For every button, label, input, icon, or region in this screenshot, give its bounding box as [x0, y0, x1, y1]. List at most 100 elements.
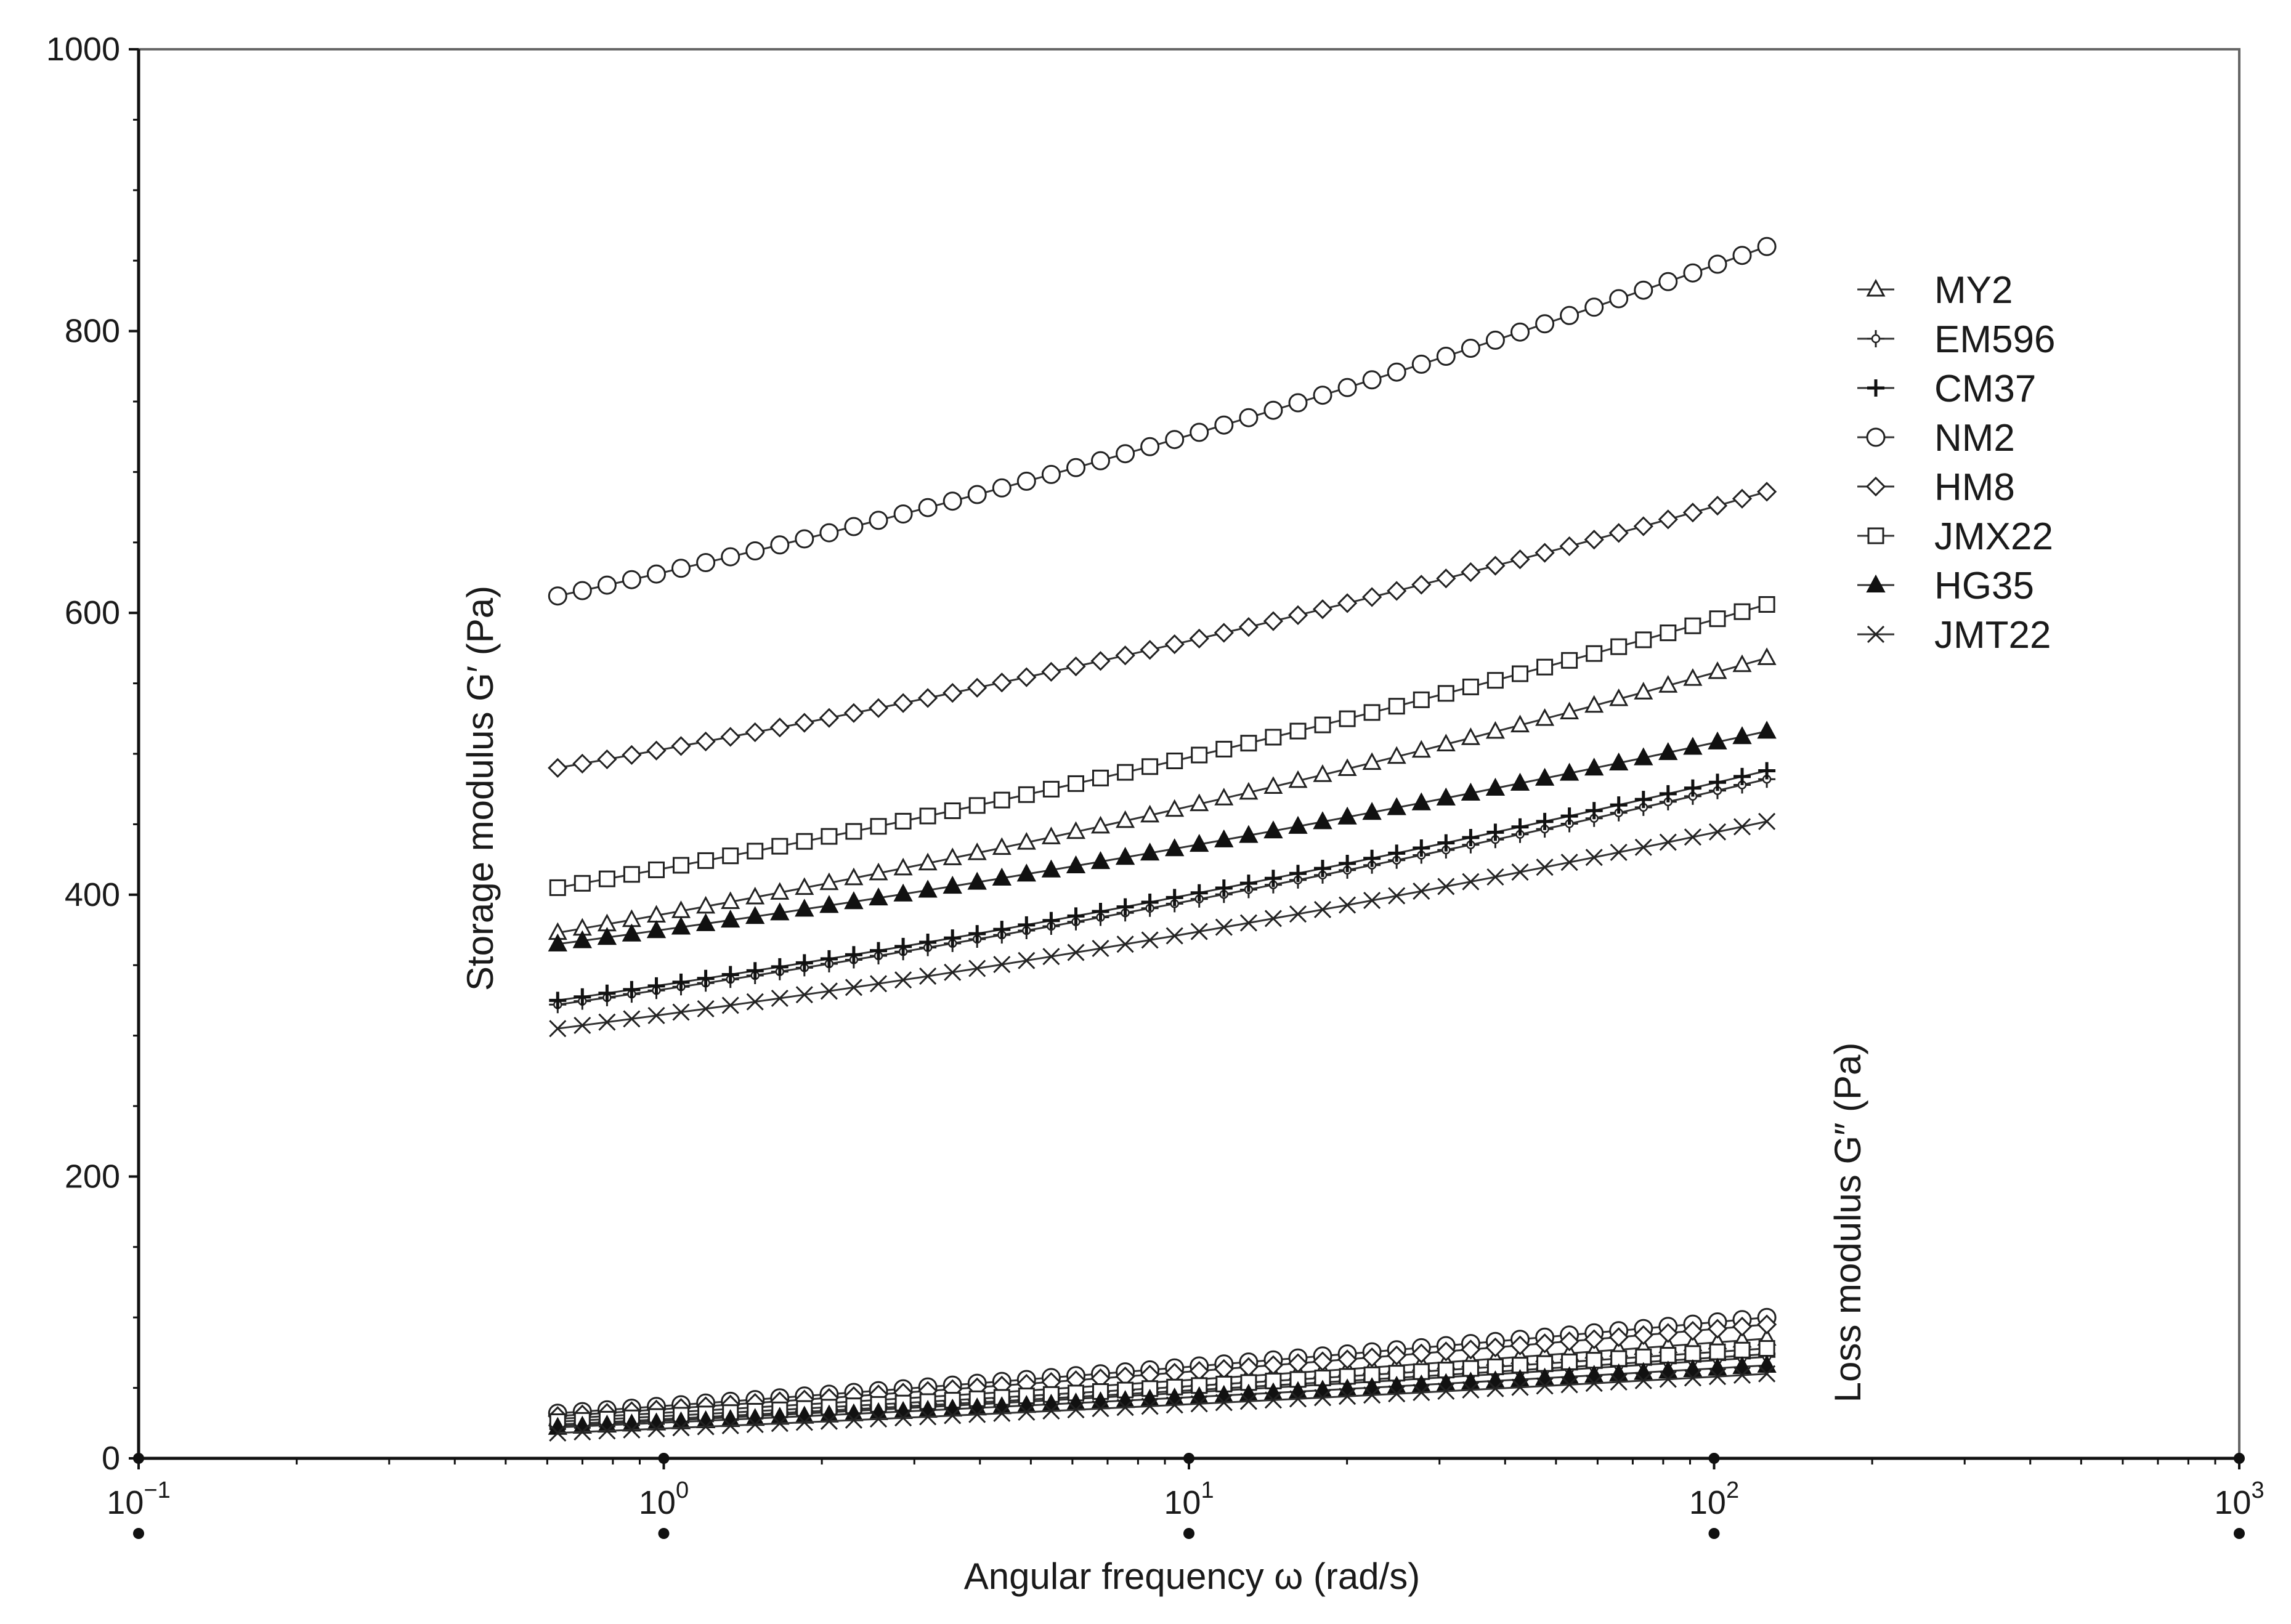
storage-point [597, 749, 617, 769]
y2-axis-title: Loss modulus G″ (Pa) [1827, 1043, 1868, 1403]
storage-point [1190, 629, 1209, 648]
storage-point [1560, 536, 1579, 556]
storage-point [722, 847, 739, 865]
legend-item: JMX22 [1857, 515, 2053, 558]
loss-point [1758, 1340, 1775, 1357]
x-major-dot [658, 1453, 670, 1464]
storage-point [770, 535, 790, 555]
storage-point [1758, 721, 1777, 739]
storage-point [1436, 568, 1456, 588]
storage-point [1585, 848, 1604, 867]
storage-point [1758, 596, 1775, 613]
storage-point [1437, 685, 1454, 702]
x-tick-dot [2234, 1528, 2245, 1539]
storage-point [943, 683, 962, 703]
storage-point [1068, 775, 1084, 792]
storage-point [1535, 314, 1555, 334]
storage-point [1215, 918, 1233, 937]
storage-point [1586, 645, 1603, 662]
x-axis-title: Angular frequency ω (rad/s) [964, 1556, 1421, 1597]
x-tick-label: 100 [639, 1477, 689, 1521]
storage-point [819, 523, 839, 543]
storage-point [673, 857, 689, 874]
storage-point [572, 754, 592, 774]
storage-point [1560, 853, 1579, 871]
legend-marker [1867, 575, 1885, 592]
storage-point [1708, 496, 1727, 515]
loss-point [1733, 1341, 1751, 1359]
series-jmt22 [548, 812, 1776, 1442]
legend-marker [1867, 280, 1885, 297]
storage-point [1117, 764, 1134, 781]
storage-point [918, 688, 938, 708]
storage-point [549, 879, 566, 896]
storage-point [918, 498, 938, 517]
storage-point [622, 745, 641, 765]
storage-point [1363, 704, 1381, 721]
legend-item: EM596 [1857, 318, 2055, 361]
storage-point [821, 828, 838, 845]
storage-point [1658, 509, 1678, 529]
legend-marker [1866, 477, 1886, 496]
storage-point [1758, 762, 1775, 780]
storage-point [1510, 549, 1530, 569]
storage-point [1485, 330, 1505, 350]
storage-point [1140, 437, 1160, 456]
storage-point [1338, 896, 1356, 915]
storage-point [1634, 280, 1653, 300]
storage-point [1485, 556, 1505, 576]
storage-point [1733, 603, 1751, 620]
storage-point [574, 875, 591, 892]
storage-point [1041, 464, 1061, 484]
legend-item: NM2 [1857, 417, 2015, 459]
storage-point [1190, 923, 1209, 941]
storage-point [648, 861, 665, 878]
storage-point [1239, 617, 1259, 637]
legend-label: HM8 [1934, 466, 2015, 509]
storage-point [1166, 753, 1183, 769]
storage-point [1584, 530, 1604, 549]
storage-point [1264, 909, 1283, 927]
storage-point [1486, 868, 1504, 886]
y-tick-label: 800 [65, 313, 120, 350]
storage-point [745, 722, 765, 742]
storage-point [1263, 400, 1283, 420]
storage-line [558, 656, 1767, 934]
y-tick-label: 600 [65, 594, 120, 631]
storage-point [944, 802, 961, 819]
loss-line [558, 1347, 1767, 1423]
loss-line [558, 1338, 1767, 1420]
storage-point [1363, 891, 1381, 910]
storage-point [572, 581, 592, 600]
storage-point [1214, 415, 1234, 435]
storage-point [1239, 408, 1259, 427]
storage-point [1634, 517, 1653, 536]
storage-line [557, 245, 1767, 597]
legend-marker [1867, 527, 1884, 544]
storage-point [745, 541, 765, 560]
storage-point [1240, 735, 1257, 752]
series-hg35 [548, 721, 1777, 1435]
x-axis-ticks: 10−1 100 101 102 103 [107, 1453, 2265, 1539]
x-tick-exponent: 3 [2251, 1477, 2264, 1503]
storage-line [558, 490, 1767, 769]
legend-marker [1866, 427, 1886, 447]
storage-point [1609, 289, 1629, 309]
storage-point [1313, 386, 1332, 405]
legend-item: JMT22 [1857, 614, 2051, 656]
storage-point [747, 842, 764, 860]
storage-point [1658, 272, 1678, 291]
legend-item: MY2 [1857, 269, 2013, 312]
legend: MY2 EM596 CM37 NM2 HM8 JMX22 HG35 JMT22 [1857, 269, 2055, 656]
storage-point [1339, 710, 1356, 727]
x-tick-exponent: 0 [676, 1477, 689, 1503]
storage-point [967, 678, 987, 698]
storage-point [1092, 769, 1109, 786]
storage-point [1018, 786, 1035, 803]
loss-line [558, 1353, 1767, 1426]
legend-item: CM37 [1857, 368, 2036, 410]
storage-point [894, 812, 912, 830]
loss-line [558, 1373, 1767, 1434]
storage-point [1733, 817, 1751, 836]
x-tick-dot [133, 1528, 144, 1539]
